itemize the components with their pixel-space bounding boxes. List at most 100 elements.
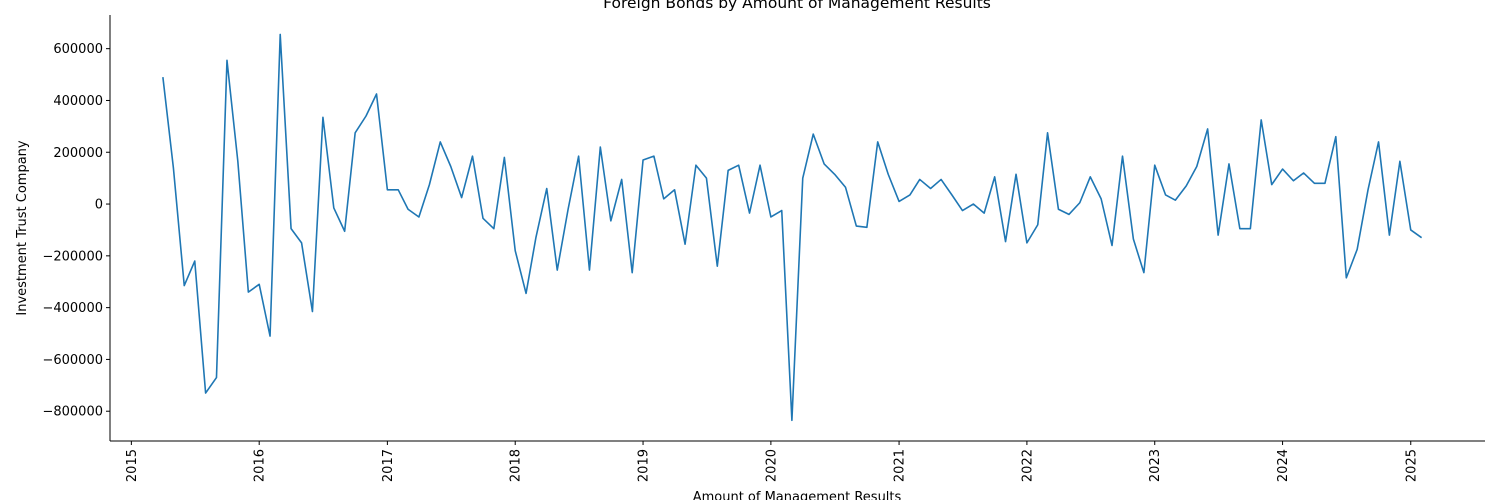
data-point	[983, 212, 985, 214]
y-axis-ticks: −800000 −600000 −400000 −200000 0 200000 40000…	[42, 42, 110, 420]
data-point	[205, 392, 207, 394]
x-axis-ticks: 2015 2016 2017 2018 2019 2020 2021 2022 2023 2024…	[125, 441, 1419, 482]
data-point	[1174, 199, 1176, 201]
data-point	[525, 292, 527, 294]
data-point	[684, 243, 686, 245]
data-point	[546, 188, 548, 190]
data-point	[450, 166, 452, 168]
data-point	[1005, 241, 1007, 243]
data-point	[1185, 185, 1187, 187]
data-point	[1228, 163, 1230, 165]
data-point	[653, 155, 655, 157]
data-point	[183, 285, 185, 287]
data-point	[866, 226, 868, 228]
data-point	[535, 237, 537, 239]
x-tick-label: 2024	[1276, 449, 1291, 482]
x-tick-label: 2025	[1404, 449, 1419, 482]
x-tick-label: 2022	[1020, 449, 1035, 482]
chart-title: Foreign Bonds by Amount of Management Re…	[603, 0, 991, 12]
data-point	[1111, 244, 1113, 246]
data-point	[802, 177, 804, 179]
data-point	[749, 212, 751, 214]
x-tick-label: 2019	[637, 449, 652, 482]
data-point	[407, 208, 409, 210]
data-point	[471, 155, 473, 157]
data-point	[1154, 164, 1156, 166]
data-point	[834, 173, 836, 175]
data-point	[705, 177, 707, 179]
data-point	[642, 159, 644, 161]
data-point	[898, 200, 900, 202]
data-point	[887, 173, 889, 175]
data-point	[1378, 141, 1380, 143]
data-point	[1089, 176, 1091, 178]
data-point	[1313, 182, 1315, 184]
data-point	[1047, 132, 1049, 134]
data-point	[215, 377, 217, 379]
data-point	[226, 59, 228, 61]
data-point	[1026, 242, 1028, 244]
data-point	[588, 269, 590, 271]
data-point	[279, 33, 281, 35]
x-tick-label: 2020	[764, 449, 779, 482]
data-point	[322, 116, 324, 118]
data-point	[909, 194, 911, 196]
data-point	[1100, 198, 1102, 200]
data-point	[162, 76, 164, 78]
data-point	[695, 164, 697, 166]
data-point	[386, 189, 388, 191]
data-point	[482, 217, 484, 219]
data-point	[1015, 173, 1017, 175]
data-point	[172, 167, 174, 169]
data-point	[716, 265, 718, 267]
y-tick-label: 600000	[53, 42, 103, 57]
data-point	[1260, 119, 1262, 121]
data-point	[1068, 213, 1070, 215]
data-point	[940, 178, 942, 180]
data-point	[1303, 172, 1305, 174]
data-point	[269, 335, 271, 337]
data-point	[1335, 136, 1337, 138]
data-point	[1057, 208, 1059, 210]
data-point	[461, 197, 463, 199]
data-point	[1165, 194, 1167, 196]
data-point	[631, 272, 633, 274]
data-point	[1421, 237, 1423, 239]
data-point	[1143, 272, 1145, 274]
data-point	[663, 198, 665, 200]
data-point	[791, 419, 793, 421]
data-point	[855, 225, 857, 227]
data-point	[1079, 202, 1081, 204]
data-point	[247, 291, 249, 293]
data-point	[365, 115, 367, 117]
y-tick-label: 400000	[53, 94, 103, 109]
y-tick-label: −200000	[42, 249, 103, 264]
data-point	[972, 203, 974, 205]
x-tick-label: 2016	[253, 449, 268, 482]
data-point	[418, 216, 420, 218]
data-point	[994, 176, 996, 178]
data-point	[258, 283, 260, 285]
x-tick-label: 2021	[893, 449, 908, 482]
data-point	[844, 186, 846, 188]
data-points	[162, 33, 1423, 421]
data-point	[951, 194, 953, 196]
y-tick-label: −400000	[42, 301, 103, 316]
data-point	[290, 228, 292, 230]
data-point	[311, 311, 313, 313]
data-point	[1249, 228, 1251, 230]
data-point	[1345, 277, 1347, 279]
data-point	[354, 132, 356, 134]
data-point	[344, 230, 346, 232]
data-point	[493, 228, 495, 230]
data-point	[556, 269, 558, 271]
data-point	[439, 141, 441, 143]
data-point	[621, 178, 623, 180]
data-point	[812, 133, 814, 135]
data-point	[1239, 228, 1241, 230]
data-point	[727, 169, 729, 171]
data-point	[237, 160, 239, 162]
data-point	[503, 156, 505, 158]
series-line	[162, 33, 1423, 422]
